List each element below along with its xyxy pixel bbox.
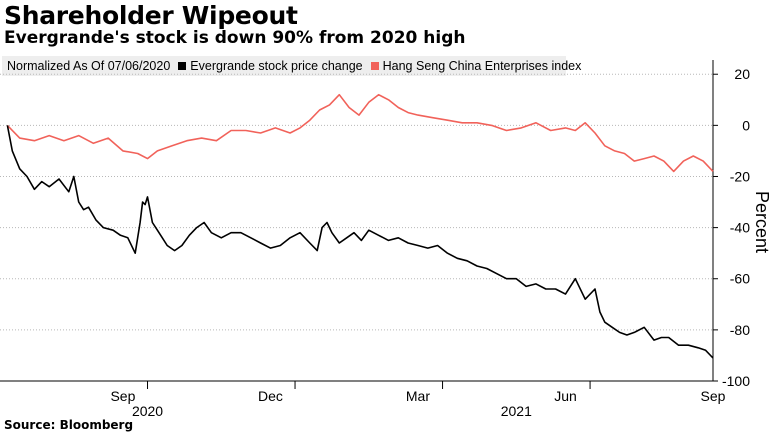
y-tick-label: -80 [730, 322, 750, 338]
chart-subtitle: Evergrande's stock is down 90% from 2020… [4, 28, 466, 48]
chart-title: Shareholder Wipeout [4, 1, 298, 30]
legend-swatch-hang-seng [370, 62, 379, 70]
legend-swatch-evergrande [178, 62, 187, 70]
x-tick-label: Sep [701, 388, 726, 404]
y-tick-label: 20 [734, 66, 750, 82]
series-line-hang-seng [6, 93, 714, 173]
legend: Normalized As Of 07/06/2020 Evergrande s… [2, 56, 581, 76]
y-tick-label: 0 [742, 117, 750, 133]
year-label: 2021 [501, 403, 532, 419]
legend-item-hang-seng: Hang Seng China Enterprises index [370, 59, 582, 73]
y-axis-title: Percent [752, 191, 772, 253]
legend-item-evergrande: Evergrande stock price change [178, 59, 363, 73]
y-tick-label: -60 [730, 271, 750, 287]
y-tick-label: -40 [730, 220, 750, 236]
legend-label-hang-seng: Hang Seng China Enterprises index [382, 59, 582, 73]
y-tick-label: -100 [722, 373, 750, 389]
x-tick-label: Dec [258, 388, 283, 404]
x-tick-label: Sep [110, 388, 135, 404]
year-label: 2020 [132, 403, 163, 419]
x-tick-label: Jun [554, 388, 577, 404]
x-tick-label: Mar [406, 388, 430, 404]
series-line-evergrande [6, 125, 714, 359]
source-note: Source: Bloomberg [4, 418, 134, 432]
y-tick-label: -20 [730, 168, 750, 184]
legend-note: Normalized As Of 07/06/2020 [7, 59, 171, 73]
legend-label-evergrande: Evergrande stock price change [190, 59, 363, 73]
